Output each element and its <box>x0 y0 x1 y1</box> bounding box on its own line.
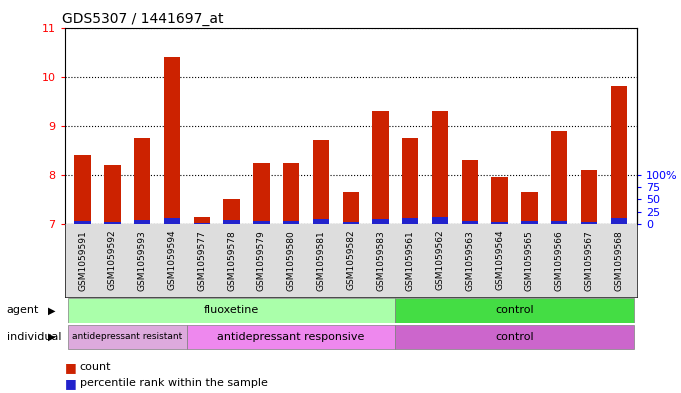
Bar <box>134 138 151 224</box>
Bar <box>581 170 597 224</box>
Bar <box>343 222 359 224</box>
Text: GSM1059561: GSM1059561 <box>406 230 415 290</box>
Bar <box>373 111 389 224</box>
Text: count: count <box>80 362 111 373</box>
Text: GSM1059567: GSM1059567 <box>584 230 594 290</box>
Text: agent: agent <box>7 305 39 315</box>
Text: GSM1059580: GSM1059580 <box>287 230 296 290</box>
Bar <box>581 222 597 224</box>
Text: GSM1059562: GSM1059562 <box>436 230 445 290</box>
Bar <box>396 298 634 323</box>
Text: fluoxetine: fluoxetine <box>204 305 259 315</box>
Bar <box>193 217 210 224</box>
Bar <box>521 192 538 224</box>
Text: antidepressant resistant: antidepressant resistant <box>72 332 183 342</box>
Text: GSM1059578: GSM1059578 <box>227 230 236 290</box>
Bar <box>283 163 300 224</box>
Bar <box>551 130 567 224</box>
Bar <box>104 165 121 224</box>
Bar <box>193 222 210 224</box>
Bar <box>67 325 187 349</box>
Text: GSM1059593: GSM1059593 <box>138 230 146 290</box>
Bar <box>313 141 329 224</box>
Text: GSM1059594: GSM1059594 <box>168 230 176 290</box>
Bar <box>521 221 538 224</box>
Bar <box>313 219 329 224</box>
Bar <box>74 220 91 224</box>
Bar <box>187 325 396 349</box>
Text: GSM1059583: GSM1059583 <box>376 230 385 290</box>
Text: GSM1059577: GSM1059577 <box>197 230 206 290</box>
Text: ▶: ▶ <box>48 332 55 342</box>
Text: GSM1059568: GSM1059568 <box>614 230 623 290</box>
Text: GSM1059582: GSM1059582 <box>346 230 355 290</box>
Bar <box>432 111 448 224</box>
Bar <box>104 222 121 224</box>
Bar <box>462 160 478 224</box>
Text: control: control <box>495 305 534 315</box>
Text: ■: ■ <box>65 361 76 374</box>
Bar <box>163 218 180 224</box>
Bar <box>253 163 270 224</box>
Bar <box>253 221 270 224</box>
Bar <box>283 220 300 224</box>
Bar <box>551 220 567 224</box>
Bar <box>343 192 359 224</box>
Bar <box>492 222 508 224</box>
Bar <box>462 221 478 224</box>
Text: GSM1059565: GSM1059565 <box>525 230 534 290</box>
Text: percentile rank within the sample: percentile rank within the sample <box>80 378 268 388</box>
Text: ▶: ▶ <box>48 305 55 315</box>
Bar <box>402 218 419 224</box>
Text: GSM1059579: GSM1059579 <box>257 230 266 290</box>
Bar <box>432 217 448 224</box>
Bar <box>223 220 240 224</box>
Bar <box>396 325 634 349</box>
Text: control: control <box>495 332 534 342</box>
Text: antidepressant responsive: antidepressant responsive <box>217 332 365 342</box>
Text: GSM1059566: GSM1059566 <box>555 230 564 290</box>
Text: GSM1059591: GSM1059591 <box>78 230 87 290</box>
Bar <box>74 155 91 224</box>
Text: GSM1059581: GSM1059581 <box>317 230 326 290</box>
Bar <box>163 57 180 224</box>
Text: GSM1059592: GSM1059592 <box>108 230 117 290</box>
Bar <box>134 220 151 224</box>
Text: GSM1059563: GSM1059563 <box>465 230 475 290</box>
Bar <box>67 298 396 323</box>
Bar <box>611 218 627 224</box>
Bar <box>611 86 627 224</box>
Bar <box>223 199 240 224</box>
Text: individual: individual <box>7 332 61 342</box>
Bar <box>402 138 419 224</box>
Text: GSM1059564: GSM1059564 <box>495 230 504 290</box>
Text: ■: ■ <box>65 376 76 390</box>
Text: GDS5307 / 1441697_at: GDS5307 / 1441697_at <box>62 13 223 26</box>
Bar <box>492 177 508 224</box>
Bar <box>373 219 389 224</box>
